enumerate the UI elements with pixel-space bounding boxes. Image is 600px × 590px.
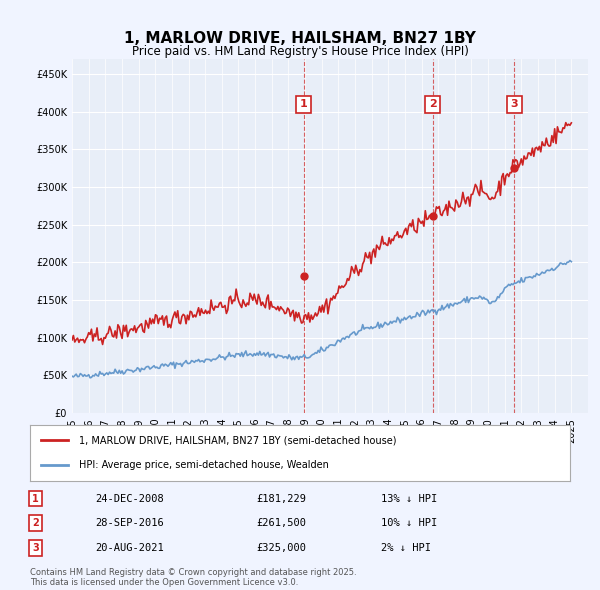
Text: This data is licensed under the Open Government Licence v3.0.: This data is licensed under the Open Gov… <box>30 578 298 588</box>
Text: 2: 2 <box>32 518 39 528</box>
Text: 13% ↓ HPI: 13% ↓ HPI <box>381 494 437 503</box>
Text: 1, MARLOW DRIVE, HAILSHAM, BN27 1BY (semi-detached house): 1, MARLOW DRIVE, HAILSHAM, BN27 1BY (sem… <box>79 435 396 445</box>
Text: HPI: Average price, semi-detached house, Wealden: HPI: Average price, semi-detached house,… <box>79 460 328 470</box>
Text: 24-DEC-2008: 24-DEC-2008 <box>95 494 164 503</box>
Text: 1: 1 <box>32 494 39 503</box>
Text: Contains HM Land Registry data © Crown copyright and database right 2025.: Contains HM Land Registry data © Crown c… <box>30 568 356 577</box>
Text: 2% ↓ HPI: 2% ↓ HPI <box>381 543 431 553</box>
Text: 28-SEP-2016: 28-SEP-2016 <box>95 518 164 528</box>
Text: £325,000: £325,000 <box>257 543 307 553</box>
Text: £261,500: £261,500 <box>257 518 307 528</box>
Text: 10% ↓ HPI: 10% ↓ HPI <box>381 518 437 528</box>
Text: 1, MARLOW DRIVE, HAILSHAM, BN27 1BY: 1, MARLOW DRIVE, HAILSHAM, BN27 1BY <box>124 31 476 46</box>
Text: 2: 2 <box>429 99 437 109</box>
Text: 1: 1 <box>300 99 308 109</box>
Text: Price paid vs. HM Land Registry's House Price Index (HPI): Price paid vs. HM Land Registry's House … <box>131 45 469 58</box>
Text: 3: 3 <box>32 543 39 553</box>
Text: 20-AUG-2021: 20-AUG-2021 <box>95 543 164 553</box>
Text: 3: 3 <box>511 99 518 109</box>
Text: £181,229: £181,229 <box>257 494 307 503</box>
